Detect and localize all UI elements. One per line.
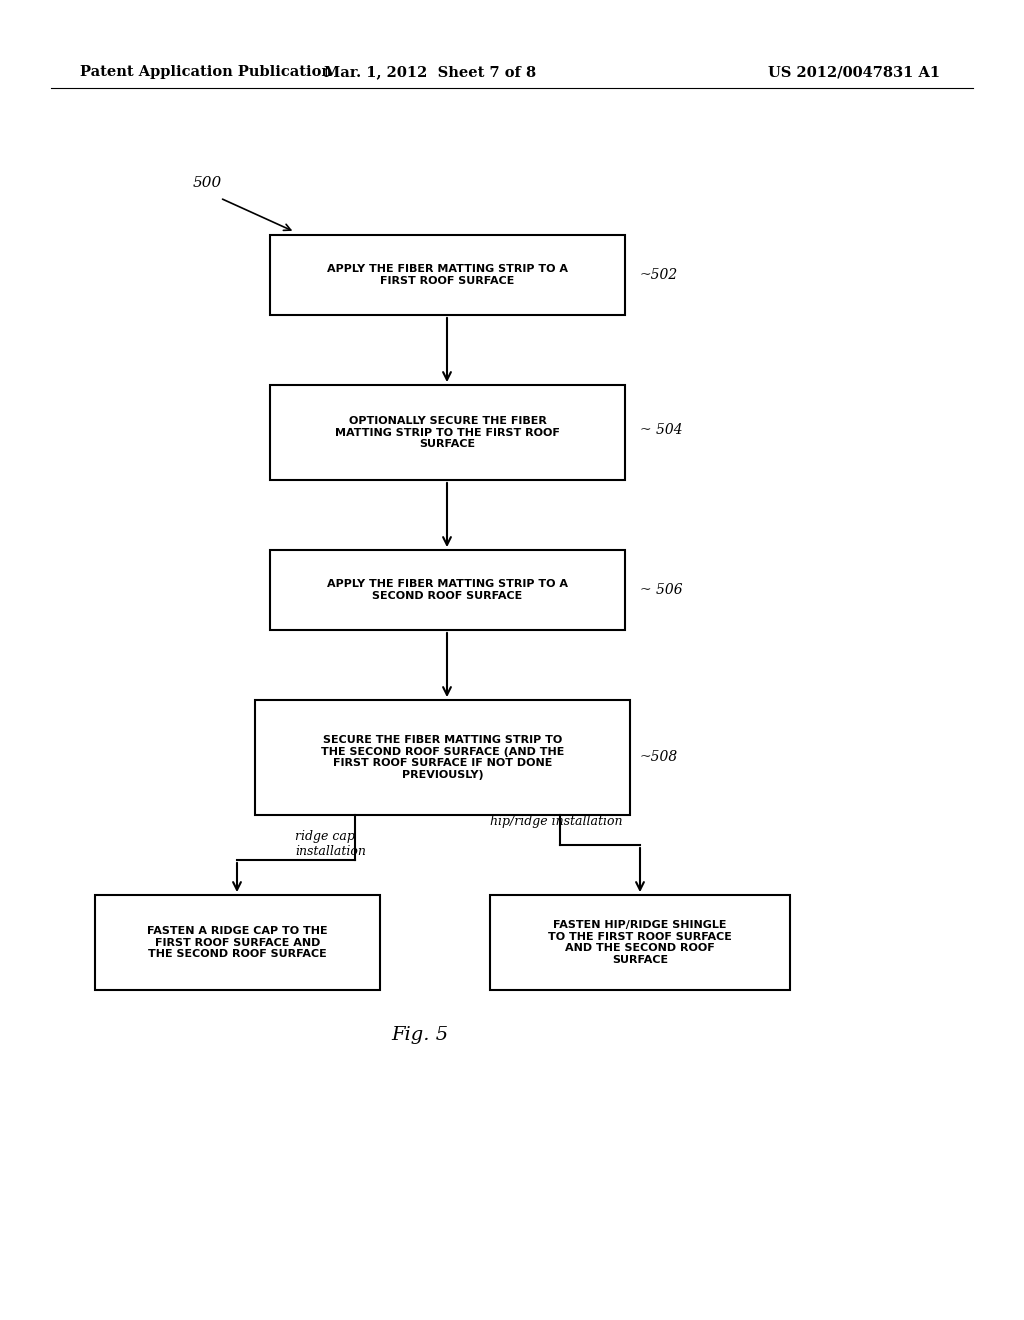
Text: APPLY THE FIBER MATTING STRIP TO A
FIRST ROOF SURFACE: APPLY THE FIBER MATTING STRIP TO A FIRST… (327, 264, 568, 286)
Text: FASTEN A RIDGE CAP TO THE
FIRST ROOF SURFACE AND
THE SECOND ROOF SURFACE: FASTEN A RIDGE CAP TO THE FIRST ROOF SUR… (147, 925, 328, 960)
Text: ~ 506: ~ 506 (640, 583, 683, 597)
Text: FASTEN HIP/RIDGE SHINGLE
TO THE FIRST ROOF SURFACE
AND THE SECOND ROOF
SURFACE: FASTEN HIP/RIDGE SHINGLE TO THE FIRST RO… (548, 920, 732, 965)
Text: SECURE THE FIBER MATTING STRIP TO
THE SECOND ROOF SURFACE (AND THE
FIRST ROOF SU: SECURE THE FIBER MATTING STRIP TO THE SE… (321, 735, 564, 780)
Bar (255, 700, 630, 814)
Text: Patent Application Publication: Patent Application Publication (80, 65, 332, 79)
Bar (95, 895, 380, 990)
Bar (270, 235, 625, 315)
Text: hip/ridge installation: hip/ridge installation (490, 814, 623, 828)
Bar (270, 385, 625, 480)
Bar (270, 550, 625, 630)
Text: Mar. 1, 2012  Sheet 7 of 8: Mar. 1, 2012 Sheet 7 of 8 (324, 65, 536, 79)
Text: 500: 500 (193, 176, 222, 190)
Text: ~502: ~502 (640, 268, 678, 282)
Text: APPLY THE FIBER MATTING STRIP TO A
SECOND ROOF SURFACE: APPLY THE FIBER MATTING STRIP TO A SECON… (327, 579, 568, 601)
Text: US 2012/0047831 A1: US 2012/0047831 A1 (768, 65, 940, 79)
Text: ridge cap
installation: ridge cap installation (295, 830, 366, 858)
Text: OPTIONALLY SECURE THE FIBER
MATTING STRIP TO THE FIRST ROOF
SURFACE: OPTIONALLY SECURE THE FIBER MATTING STRI… (335, 416, 560, 449)
Bar (490, 895, 790, 990)
Text: Fig. 5: Fig. 5 (391, 1026, 449, 1044)
Text: ~508: ~508 (640, 750, 678, 764)
Text: ~ 504: ~ 504 (640, 422, 683, 437)
